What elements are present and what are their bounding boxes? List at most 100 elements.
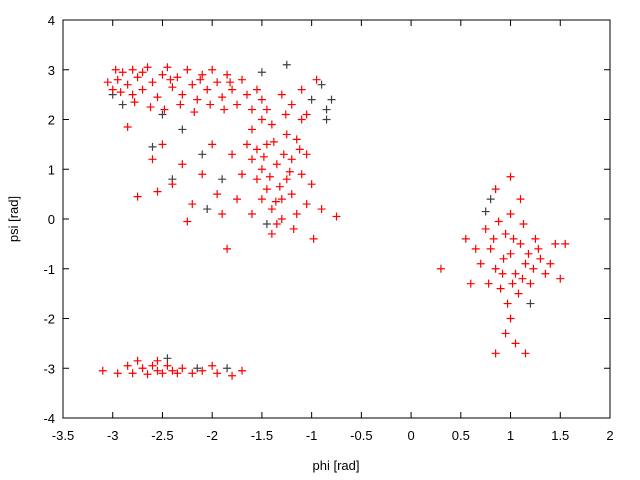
x-tick-label: -1.5 (251, 428, 273, 443)
x-tick-label: 0 (407, 428, 414, 443)
data-point (317, 205, 326, 214)
data-point (198, 366, 207, 375)
data-point (111, 65, 120, 74)
data-point (511, 339, 520, 348)
data-point (188, 369, 197, 378)
data-point (297, 170, 306, 179)
data-point (519, 219, 528, 228)
y-tick-label: -4 (43, 411, 55, 426)
data-point (506, 249, 515, 258)
data-point (103, 78, 112, 87)
data-point (302, 150, 311, 159)
data-point (138, 68, 147, 77)
data-point (123, 361, 132, 370)
y-tick-label: 1 (48, 162, 55, 177)
y-tick-label: -2 (43, 312, 55, 327)
data-point (218, 210, 227, 219)
data-point (529, 264, 538, 273)
data-point (518, 274, 527, 283)
data-point (506, 314, 515, 323)
data-point (287, 190, 296, 199)
data-point (322, 115, 331, 124)
data-point (526, 279, 535, 288)
data-point (289, 224, 298, 233)
data-point (208, 65, 217, 74)
x-tick-label: 1.5 (551, 428, 569, 443)
data-point (269, 137, 278, 146)
data-point (128, 90, 137, 99)
data-point (267, 120, 276, 129)
data-point (281, 110, 290, 119)
data-point (481, 224, 490, 233)
data-point (247, 105, 256, 114)
data-point (494, 217, 503, 226)
data-point (526, 299, 535, 308)
data-point (198, 150, 207, 159)
data-point (275, 182, 284, 191)
data-point (218, 93, 227, 102)
data-point (499, 254, 508, 263)
data-point (116, 88, 125, 97)
data-point (282, 60, 291, 69)
data-point (198, 170, 207, 179)
data-point (203, 85, 212, 94)
data-point (193, 95, 202, 104)
data-point (524, 249, 533, 258)
data-point (491, 185, 500, 194)
data-point (486, 195, 495, 204)
data-point (297, 115, 306, 124)
data-point (178, 125, 187, 134)
data-point (158, 140, 167, 149)
data-point (503, 299, 512, 308)
data-point (118, 68, 127, 77)
data-point (285, 167, 294, 176)
x-tick-label: -2 (206, 428, 218, 443)
data-point (516, 195, 525, 204)
x-tick-label: 1 (507, 428, 514, 443)
data-point (238, 170, 247, 179)
data-point (501, 329, 510, 338)
data-point (228, 85, 237, 94)
data-point (282, 175, 291, 184)
data-point (173, 73, 182, 82)
data-points (98, 60, 570, 380)
data-point (128, 65, 137, 74)
x-tick-label: 2 (606, 428, 613, 443)
y-tick-label: -1 (43, 262, 55, 277)
data-point (272, 160, 281, 169)
data-point (508, 279, 517, 288)
data-point (501, 229, 510, 238)
data-point (178, 160, 187, 169)
data-point (514, 289, 523, 298)
data-point (277, 195, 286, 204)
data-point (208, 140, 217, 149)
data-point (213, 78, 222, 87)
data-point (302, 200, 311, 209)
data-point (287, 100, 296, 109)
data-point (206, 100, 215, 109)
data-point (220, 105, 229, 114)
axis-ticks: -3.5 -3 -2.5 -2 -1.5 -1 -0.5 0 0.5 1 1.5 2 -4 -3 -2 -1 0… (43, 13, 613, 443)
data-point (506, 210, 515, 219)
data-point (148, 142, 157, 151)
data-point (198, 70, 207, 79)
data-point (496, 284, 505, 293)
data-point (208, 361, 217, 370)
data-point (511, 269, 520, 278)
data-point (168, 83, 177, 92)
data-point (163, 354, 172, 363)
data-point (322, 105, 331, 114)
data-point (312, 75, 321, 84)
data-point (98, 366, 107, 375)
data-point (489, 234, 498, 243)
x-tick-label: -1 (306, 428, 318, 443)
data-point (213, 190, 222, 199)
data-point (242, 140, 251, 149)
data-point (123, 80, 132, 89)
data-point (309, 234, 318, 243)
data-point (138, 364, 147, 373)
data-point (556, 274, 565, 283)
data-point (272, 219, 281, 228)
data-point (158, 110, 167, 119)
data-point (153, 93, 162, 102)
